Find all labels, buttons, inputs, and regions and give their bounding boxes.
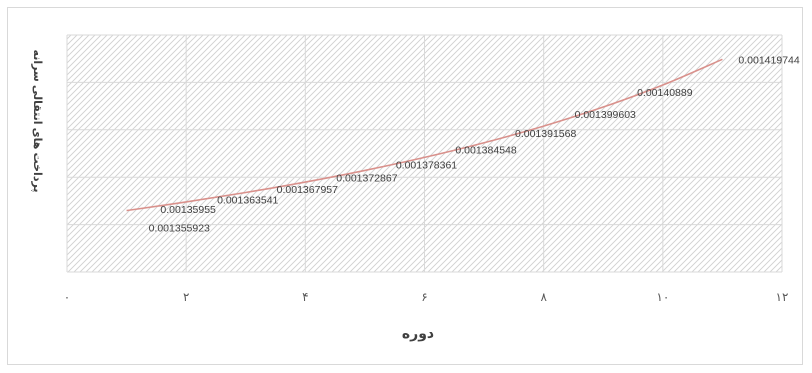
data-label: 0.00140889 — [637, 87, 693, 99]
x-tick-label: ۱۰ — [656, 290, 669, 304]
x-tick-label: ۸ — [540, 290, 547, 304]
data-label: 0.001367957 — [277, 184, 338, 196]
y-axis-title: پرداخت های انتقالی سرانه — [31, 50, 43, 193]
data-label: 0.001399603 — [575, 109, 636, 121]
x-tick-label: ۰ — [64, 290, 70, 304]
data-label: 0.001384548 — [455, 145, 516, 157]
data-label: 0.001378361 — [396, 159, 457, 171]
gridlines — [66, 34, 783, 273]
x-tick-label: ۴ — [302, 290, 308, 304]
line-chart: 0.001355923 0.001359550.0013635410.001367… — [31, 34, 800, 342]
data-label: 0.001363541 — [217, 195, 278, 207]
series-line — [126, 58, 723, 212]
data-label: 0.001391568 — [515, 128, 576, 140]
data-label: 0.001372867 — [336, 172, 397, 184]
data-labels: 0.001355923 0.001359550.0013635410.001367… — [149, 54, 800, 234]
data-label: 0.001355923 — [149, 223, 210, 235]
x-tick-label: ۱۲ — [776, 290, 789, 304]
chart-frame: 0.001355923 0.00135955 0.001363541 0.001367… — [7, 7, 803, 365]
x-tick-label: ۶ — [421, 290, 427, 304]
data-label: 0.00135955 — [160, 204, 216, 216]
x-tick-label: ۲ — [183, 290, 189, 304]
x-tick-labels: ۰ ۲ ۴ ۶ ۸ ۱۰ ۱۲ — [64, 290, 789, 304]
x-axis-title: دوره — [402, 325, 434, 342]
series-layer — [126, 58, 723, 212]
data-label: 0.001419744 — [738, 54, 799, 66]
